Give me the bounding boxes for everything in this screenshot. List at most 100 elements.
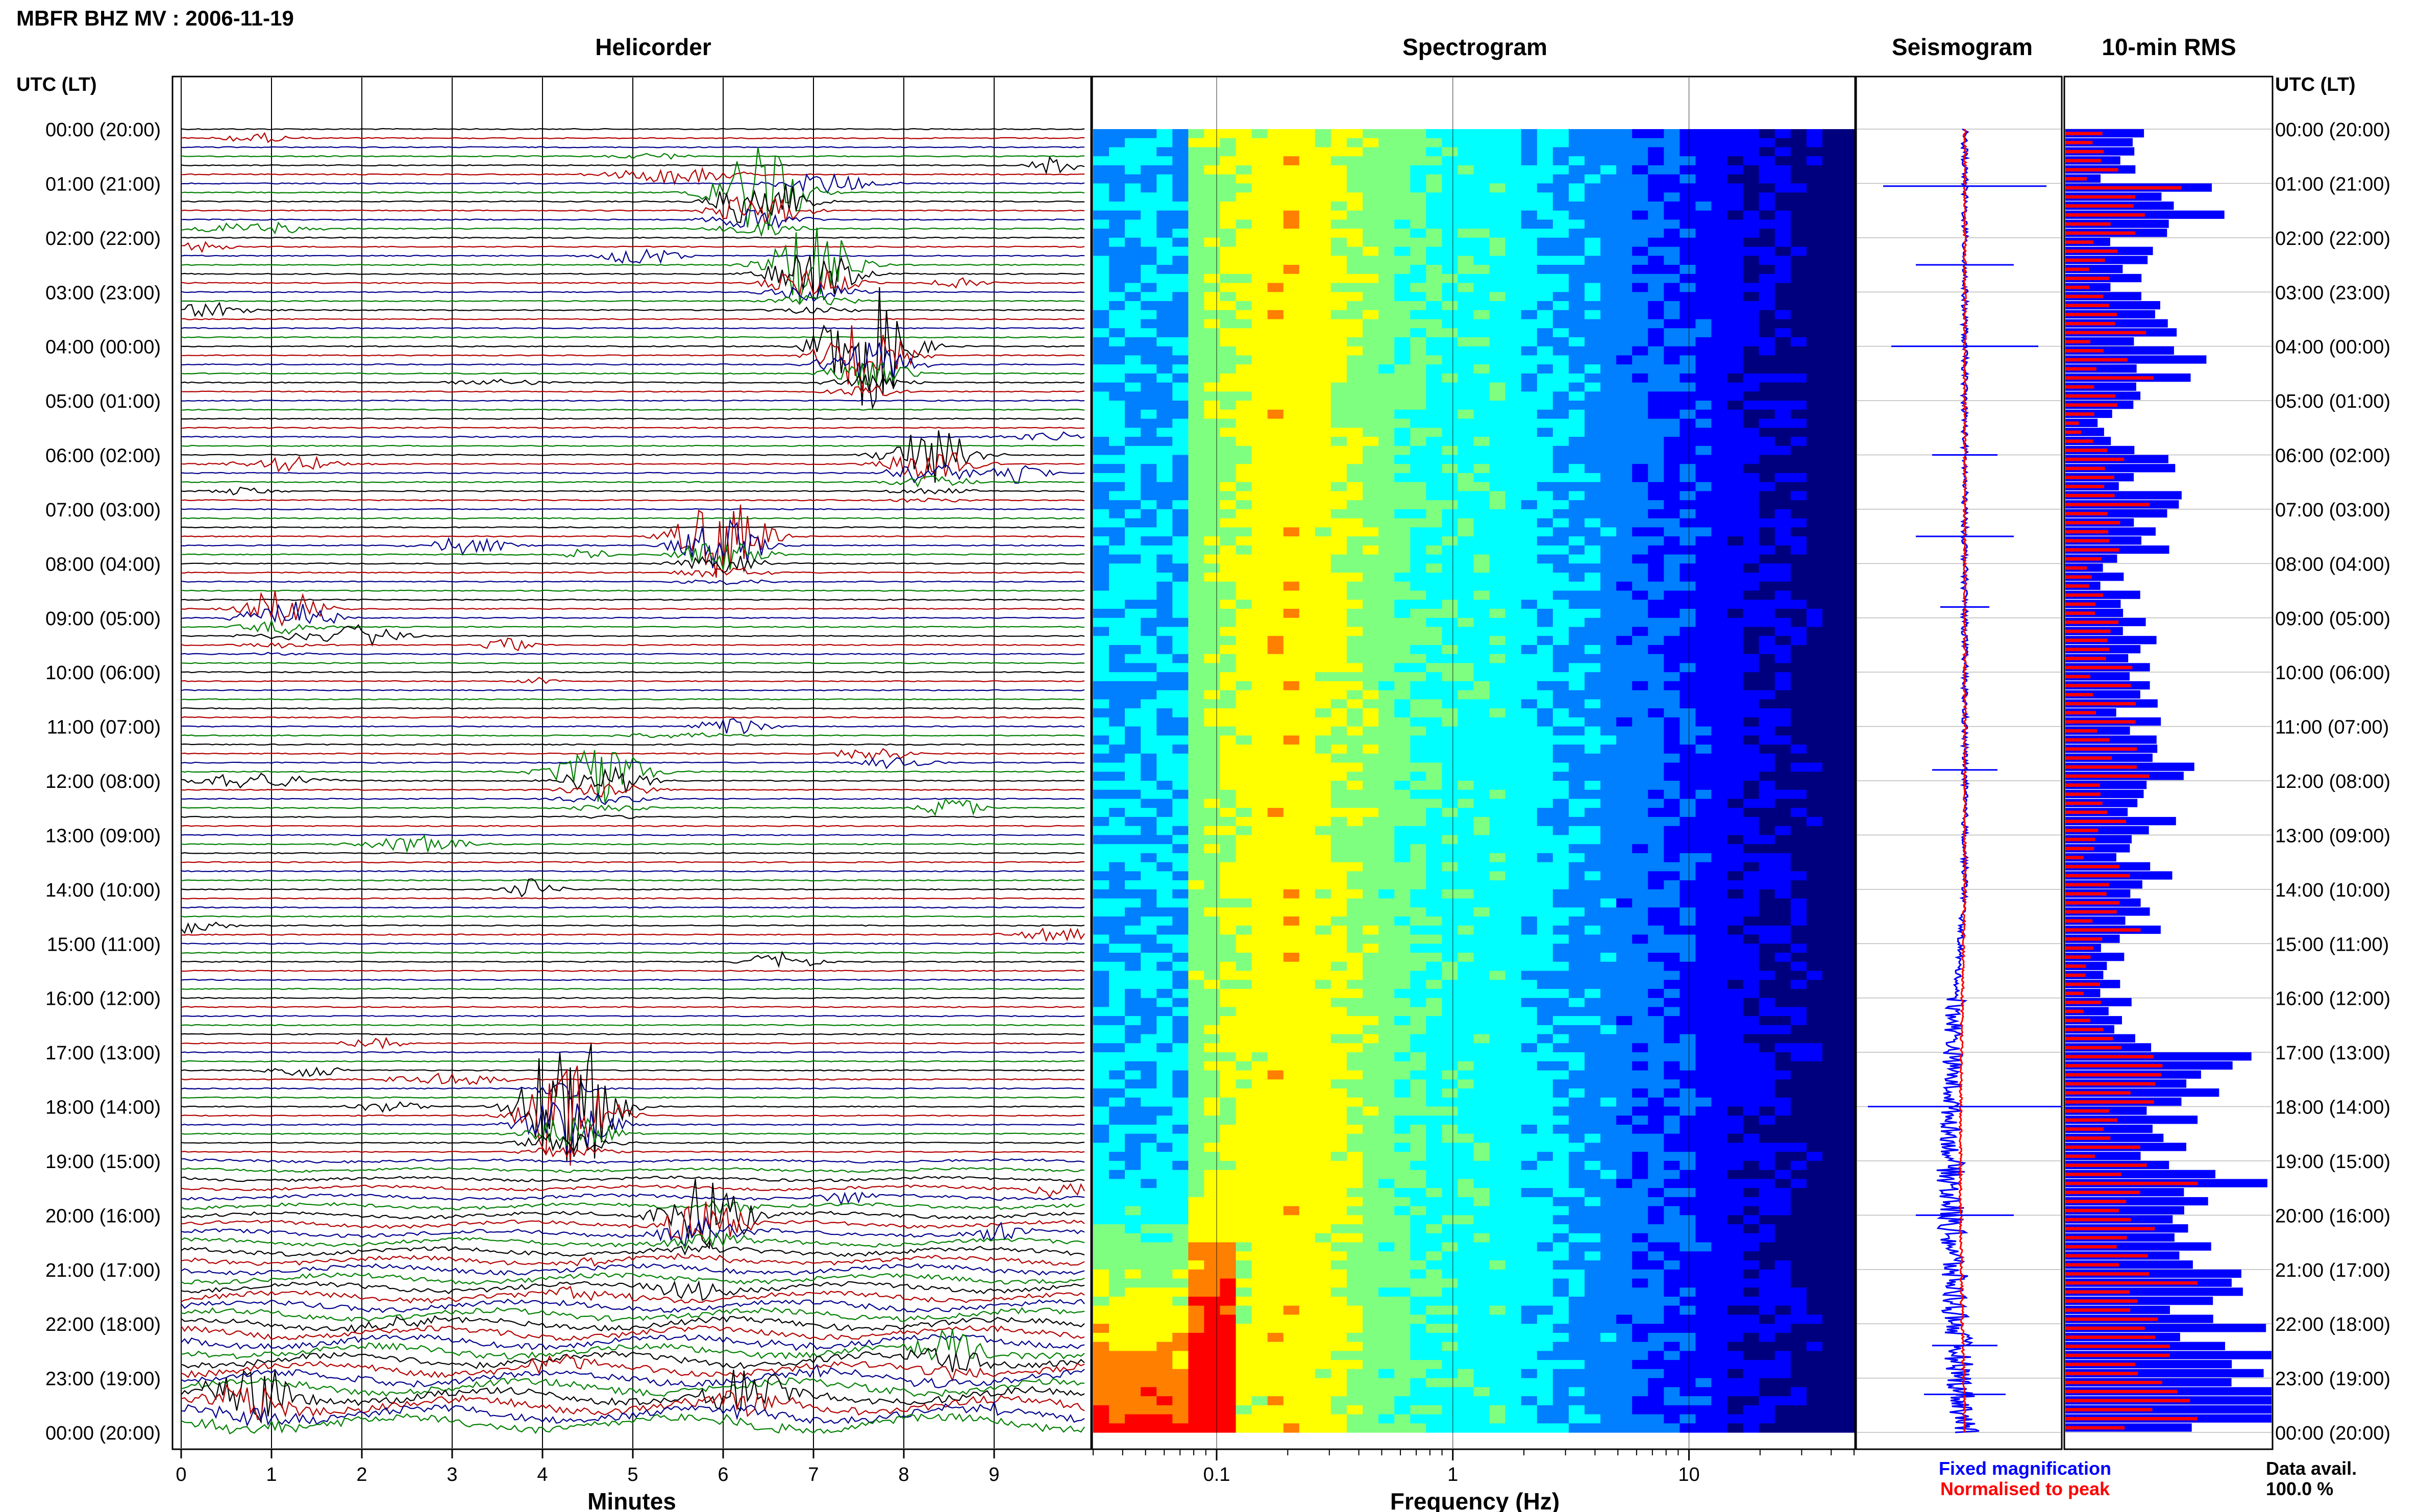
spectrogram-cell bbox=[1188, 708, 1205, 718]
spectrogram-cell bbox=[1774, 1007, 1791, 1017]
spectrogram-cell bbox=[1648, 301, 1664, 311]
spectrogram-cell bbox=[1315, 681, 1331, 691]
spectrogram-cell bbox=[1251, 283, 1268, 292]
spectrogram-cell bbox=[1537, 880, 1553, 890]
spectrogram-cell bbox=[1664, 445, 1680, 456]
spectrogram-cell bbox=[1204, 745, 1221, 754]
spectrogram-cell bbox=[1251, 464, 1268, 474]
spectrogram-cell bbox=[1347, 418, 1363, 428]
spectrogram-cell bbox=[1838, 156, 1855, 166]
spectrogram-cell bbox=[1822, 482, 1839, 491]
spectrogram-cell bbox=[1426, 573, 1442, 582]
spectrogram-cell bbox=[1251, 1007, 1268, 1017]
spectrogram-cell bbox=[1695, 129, 1712, 139]
spectrogram-cell bbox=[1125, 391, 1141, 401]
spectrogram-cell bbox=[1727, 382, 1744, 392]
spectrogram-cell bbox=[1283, 816, 1300, 827]
spectrogram-cell bbox=[1473, 944, 1490, 953]
spectrogram-cell bbox=[1759, 491, 1775, 501]
spectrogram-cell bbox=[1600, 835, 1617, 845]
spectrogram-cell bbox=[1600, 147, 1617, 157]
spectrogram-cell bbox=[1505, 310, 1522, 319]
spectrogram-cell bbox=[1759, 337, 1775, 347]
spectrogram-cell bbox=[1363, 455, 1379, 464]
spectrogram-cell bbox=[1727, 916, 1744, 926]
spectrogram-cell bbox=[1442, 201, 1459, 211]
spectrogram-cell bbox=[1759, 156, 1775, 166]
spectrogram-cell bbox=[1600, 319, 1617, 329]
spectrogram-cell bbox=[1552, 554, 1569, 564]
spectrogram-cell bbox=[1394, 717, 1411, 727]
spectrogram-cell bbox=[1505, 328, 1522, 338]
spectrogram-cell bbox=[1600, 889, 1617, 899]
spectrogram-cell bbox=[1521, 581, 1538, 591]
spectrogram-cell bbox=[1727, 536, 1744, 546]
spectrogram-cell bbox=[1648, 907, 1664, 917]
spectrogram-cell bbox=[1093, 192, 1109, 202]
spectrogram-cell bbox=[1711, 690, 1728, 700]
spectrogram-cell bbox=[1489, 826, 1506, 835]
spectrogram-cell bbox=[1822, 609, 1839, 618]
helicorder-trace bbox=[181, 1369, 1085, 1424]
spectrogram-cell bbox=[1822, 464, 1839, 474]
spectrogram-cell bbox=[1236, 808, 1252, 817]
spectrogram-cell bbox=[1695, 482, 1712, 491]
spectrogram-cell bbox=[1283, 708, 1300, 718]
spectrogram-cell bbox=[1521, 980, 1538, 989]
spectrogram-cell bbox=[1552, 663, 1569, 673]
spectrogram-cell bbox=[1141, 464, 1157, 474]
spectrogram-cell bbox=[1664, 745, 1680, 754]
spectrogram-cell bbox=[1552, 726, 1569, 736]
spectrogram-cell bbox=[1363, 328, 1379, 338]
spectrogram-cell bbox=[1188, 391, 1205, 401]
spectrogram-cell bbox=[1363, 437, 1379, 447]
spectrogram-cell bbox=[1759, 609, 1775, 618]
spectrogram-cell bbox=[1236, 816, 1252, 827]
spectrogram-cell bbox=[1347, 428, 1363, 437]
spectrogram-cell bbox=[1838, 617, 1855, 628]
spectrogram-cell bbox=[1363, 482, 1379, 491]
spectrogram-cell bbox=[1188, 328, 1205, 338]
spectrogram-cell bbox=[1442, 753, 1459, 763]
spectrogram-cell bbox=[1141, 418, 1157, 428]
spectrogram-cell bbox=[1695, 925, 1712, 935]
hour-label-right: 11:00 (07:00) bbox=[2275, 717, 2389, 738]
spectrogram-cell bbox=[1648, 871, 1664, 881]
spectrogram-cell bbox=[1141, 898, 1157, 908]
spectrogram-cell bbox=[1347, 156, 1363, 166]
spectrogram-cell bbox=[1695, 880, 1712, 890]
spectrogram-cell bbox=[1347, 789, 1363, 799]
spectrogram-cell bbox=[1109, 274, 1125, 284]
spectrogram-cell bbox=[1458, 482, 1474, 491]
spectrogram-cell bbox=[1093, 590, 1109, 600]
spectrogram-cell bbox=[1616, 283, 1633, 292]
spectrogram-cell bbox=[1537, 346, 1553, 356]
spectrogram-cell bbox=[1600, 536, 1617, 546]
spectrogram-cell bbox=[1299, 871, 1316, 881]
spectrogram-cell bbox=[1188, 536, 1205, 546]
spectrogram-cell bbox=[1695, 934, 1712, 944]
spectrogram-cell bbox=[1537, 229, 1553, 238]
spectrogram-cell bbox=[1473, 328, 1490, 338]
spectrogram-cell bbox=[1727, 627, 1744, 636]
spectrogram-cell bbox=[1584, 988, 1601, 999]
spectrogram-cell bbox=[1251, 988, 1268, 999]
spectrogram-cell bbox=[1711, 717, 1728, 727]
spectrogram-cell bbox=[1711, 174, 1728, 184]
spectrogram-cell bbox=[1251, 726, 1268, 736]
spectrogram-cell bbox=[1236, 789, 1252, 799]
spectrogram-cell bbox=[1299, 762, 1316, 772]
spectrogram-cell bbox=[1109, 971, 1125, 980]
spectrogram-cell bbox=[1220, 464, 1237, 474]
spectrogram-cell bbox=[1695, 509, 1712, 519]
helicorder-trace bbox=[181, 518, 1085, 568]
spectrogram-cell bbox=[1822, 645, 1839, 655]
spectrogram-cell bbox=[1236, 708, 1252, 718]
spectrogram-cell bbox=[1283, 753, 1300, 763]
spectrogram-cell bbox=[1473, 617, 1490, 628]
spectrogram-cell bbox=[1537, 717, 1553, 727]
spectrogram-cell bbox=[1125, 745, 1141, 754]
spectrogram-cell bbox=[1616, 745, 1633, 754]
spectrogram-cell bbox=[1806, 835, 1823, 845]
spectrogram-cell bbox=[1378, 781, 1395, 790]
